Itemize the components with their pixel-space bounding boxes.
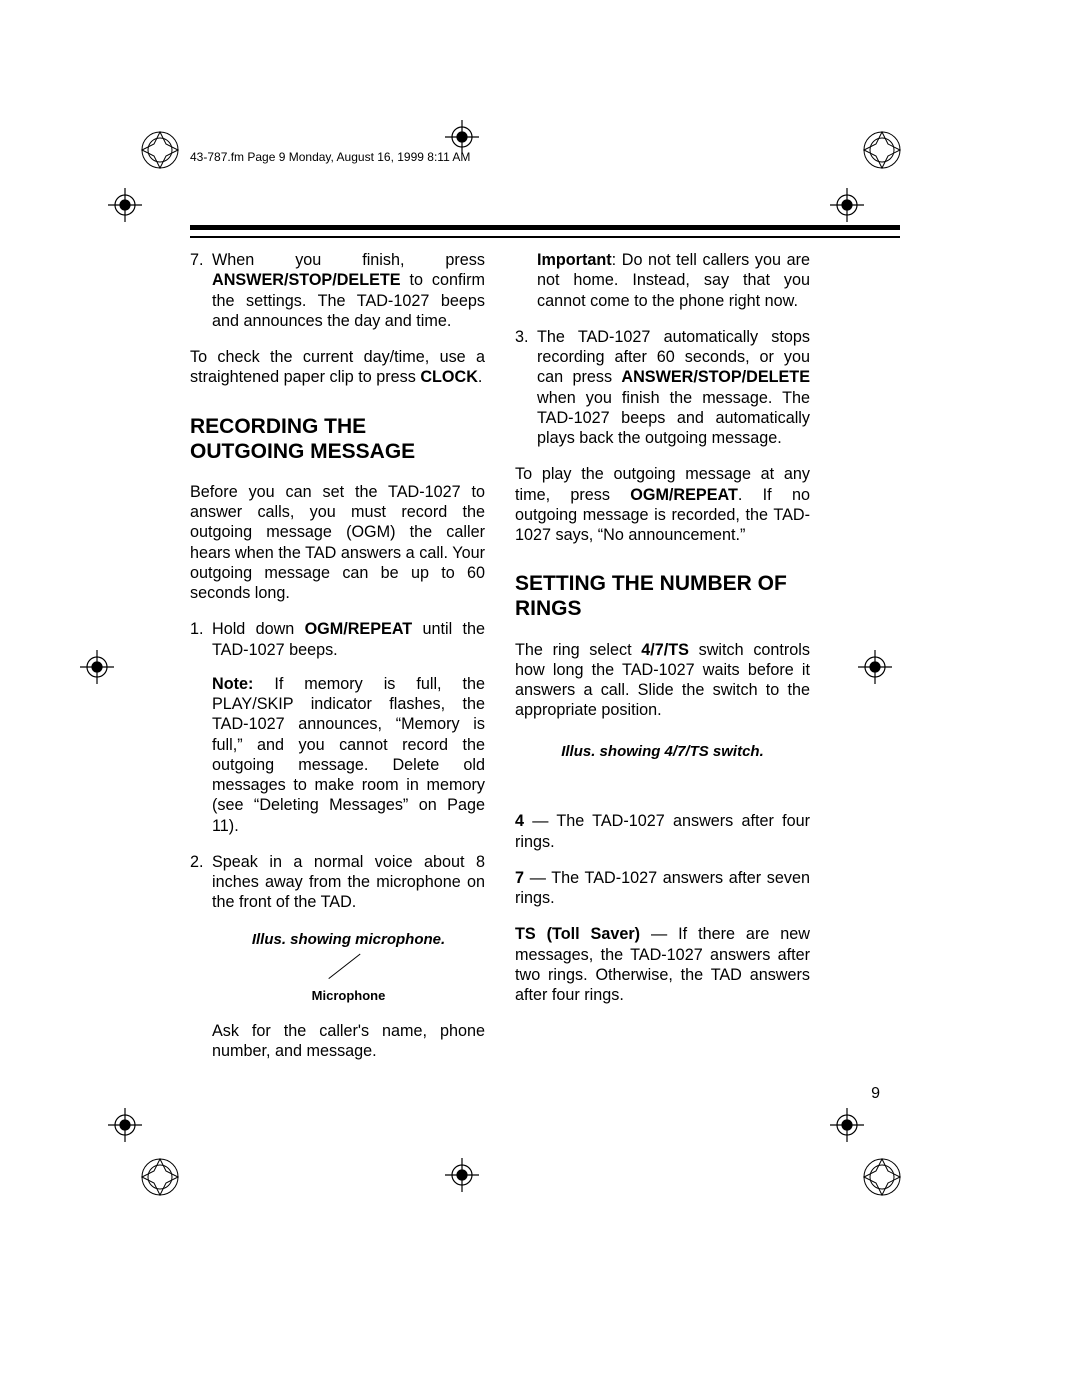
option-label: TS (Toll Saver) xyxy=(515,925,640,943)
list-item: 7. When you finish, press ANSWER/STOP/DE… xyxy=(190,250,485,331)
switch-label-text: 4/7/TS xyxy=(641,641,689,659)
text: . xyxy=(478,368,483,386)
crop-mark-icon xyxy=(108,1108,142,1142)
illustration-caption: Illus. showing 4/7/TS switch. xyxy=(515,743,810,762)
illustration-caption: Illus. showing microphone. xyxy=(212,931,485,950)
list-body: The TAD-1027 automatically stops recordi… xyxy=(537,327,810,449)
crop-mark-icon xyxy=(830,188,864,222)
running-header: 43-787.fm Page 9 Monday, August 16, 1999… xyxy=(190,150,470,164)
rosette-icon xyxy=(860,128,904,172)
pointer-line-icon xyxy=(329,955,369,979)
crop-mark-icon xyxy=(445,1158,479,1192)
text: The ring select xyxy=(515,641,641,659)
crop-mark-icon xyxy=(445,120,479,154)
button-label-text: OGM/REPEAT xyxy=(305,620,413,638)
button-label-text: CLOCK xyxy=(420,368,478,386)
text: Speak in a normal voice about 8 inches a… xyxy=(212,852,485,913)
list-body: When you finish, press ANSWER/STOP/DELET… xyxy=(212,250,485,331)
list-item: 3. The TAD-1027 automatically stops reco… xyxy=(515,327,810,449)
top-rule xyxy=(190,225,900,238)
button-label-text: ANSWER/STOP/DELETE xyxy=(212,271,401,289)
text: If memory is full, the PLAY/SKIP indicat… xyxy=(212,675,485,835)
paragraph: To check the current day/time, use a str… xyxy=(190,347,485,388)
list-number: 3. xyxy=(515,327,537,449)
list-number: 2. xyxy=(190,852,212,1062)
list-item: 1. Hold down OGM/REPEAT until the TAD-10… xyxy=(190,619,485,836)
paragraph: 4 — The TAD-1027 answers after four ring… xyxy=(515,811,810,852)
left-column: 7. When you finish, press ANSWER/STOP/DE… xyxy=(190,250,485,1077)
paragraph: The ring select 4/7/TS switch controls h… xyxy=(515,640,810,721)
page-number: 9 xyxy=(871,1085,880,1103)
microphone-label: Microphone xyxy=(312,988,386,1003)
option-label: 4 xyxy=(515,812,524,830)
text: when you finish the message. The TAD-102… xyxy=(537,389,810,448)
content-area: 7. When you finish, press ANSWER/STOP/DE… xyxy=(190,250,810,1077)
text: When you finish, press xyxy=(212,251,485,269)
microphone-illustration: Microphone xyxy=(212,955,485,1005)
spacer xyxy=(515,250,537,311)
crop-mark-icon xyxy=(858,650,892,684)
heading-rings: SETTING THE NUMBER OF RINGS xyxy=(515,571,810,621)
button-label-text: ANSWER/STOP/DELETE xyxy=(621,368,810,386)
note-label: Note: xyxy=(212,675,253,693)
list-number: 7. xyxy=(190,250,212,331)
paragraph: Before you can set the TAD-1027 to answe… xyxy=(190,482,485,604)
crop-mark-icon xyxy=(108,188,142,222)
list-item: 2. Speak in a normal voice about 8 inche… xyxy=(190,852,485,1062)
list-body: Speak in a normal voice about 8 inches a… xyxy=(212,852,485,1062)
text: Ask for the caller's name, phone number,… xyxy=(212,1021,485,1062)
paragraph: To play the outgoing message at any time… xyxy=(515,464,810,545)
crop-mark-icon xyxy=(80,650,114,684)
text: — The TAD-1027 answers after seven rings… xyxy=(515,869,810,907)
rosette-icon xyxy=(860,1155,904,1199)
text: — The TAD-1027 answers after four rings. xyxy=(515,812,810,850)
list-number: 1. xyxy=(190,619,212,836)
list-item: Important: Do not tell callers you are n… xyxy=(515,250,810,311)
rosette-icon xyxy=(138,128,182,172)
text: Hold down xyxy=(212,620,305,638)
heading-recording: RECORDING THE OUTGOING MESSAGE xyxy=(190,414,485,464)
button-label-text: OGM/REPEAT xyxy=(630,486,738,504)
list-body: Hold down OGM/REPEAT until the TAD-1027 … xyxy=(212,619,485,836)
option-label: 7 xyxy=(515,869,524,887)
page: 43-787.fm Page 9 Monday, August 16, 1999… xyxy=(0,0,1080,1397)
paragraph: 7 — The TAD-1027 answers after seven rin… xyxy=(515,868,810,909)
right-column: Important: Do not tell callers you are n… xyxy=(515,250,810,1077)
rosette-icon xyxy=(138,1155,182,1199)
list-body: Important: Do not tell callers you are n… xyxy=(537,250,810,311)
important-label: Important xyxy=(537,251,612,269)
paragraph: TS (Toll Saver) — If there are new messa… xyxy=(515,924,810,1005)
crop-mark-icon xyxy=(830,1108,864,1142)
